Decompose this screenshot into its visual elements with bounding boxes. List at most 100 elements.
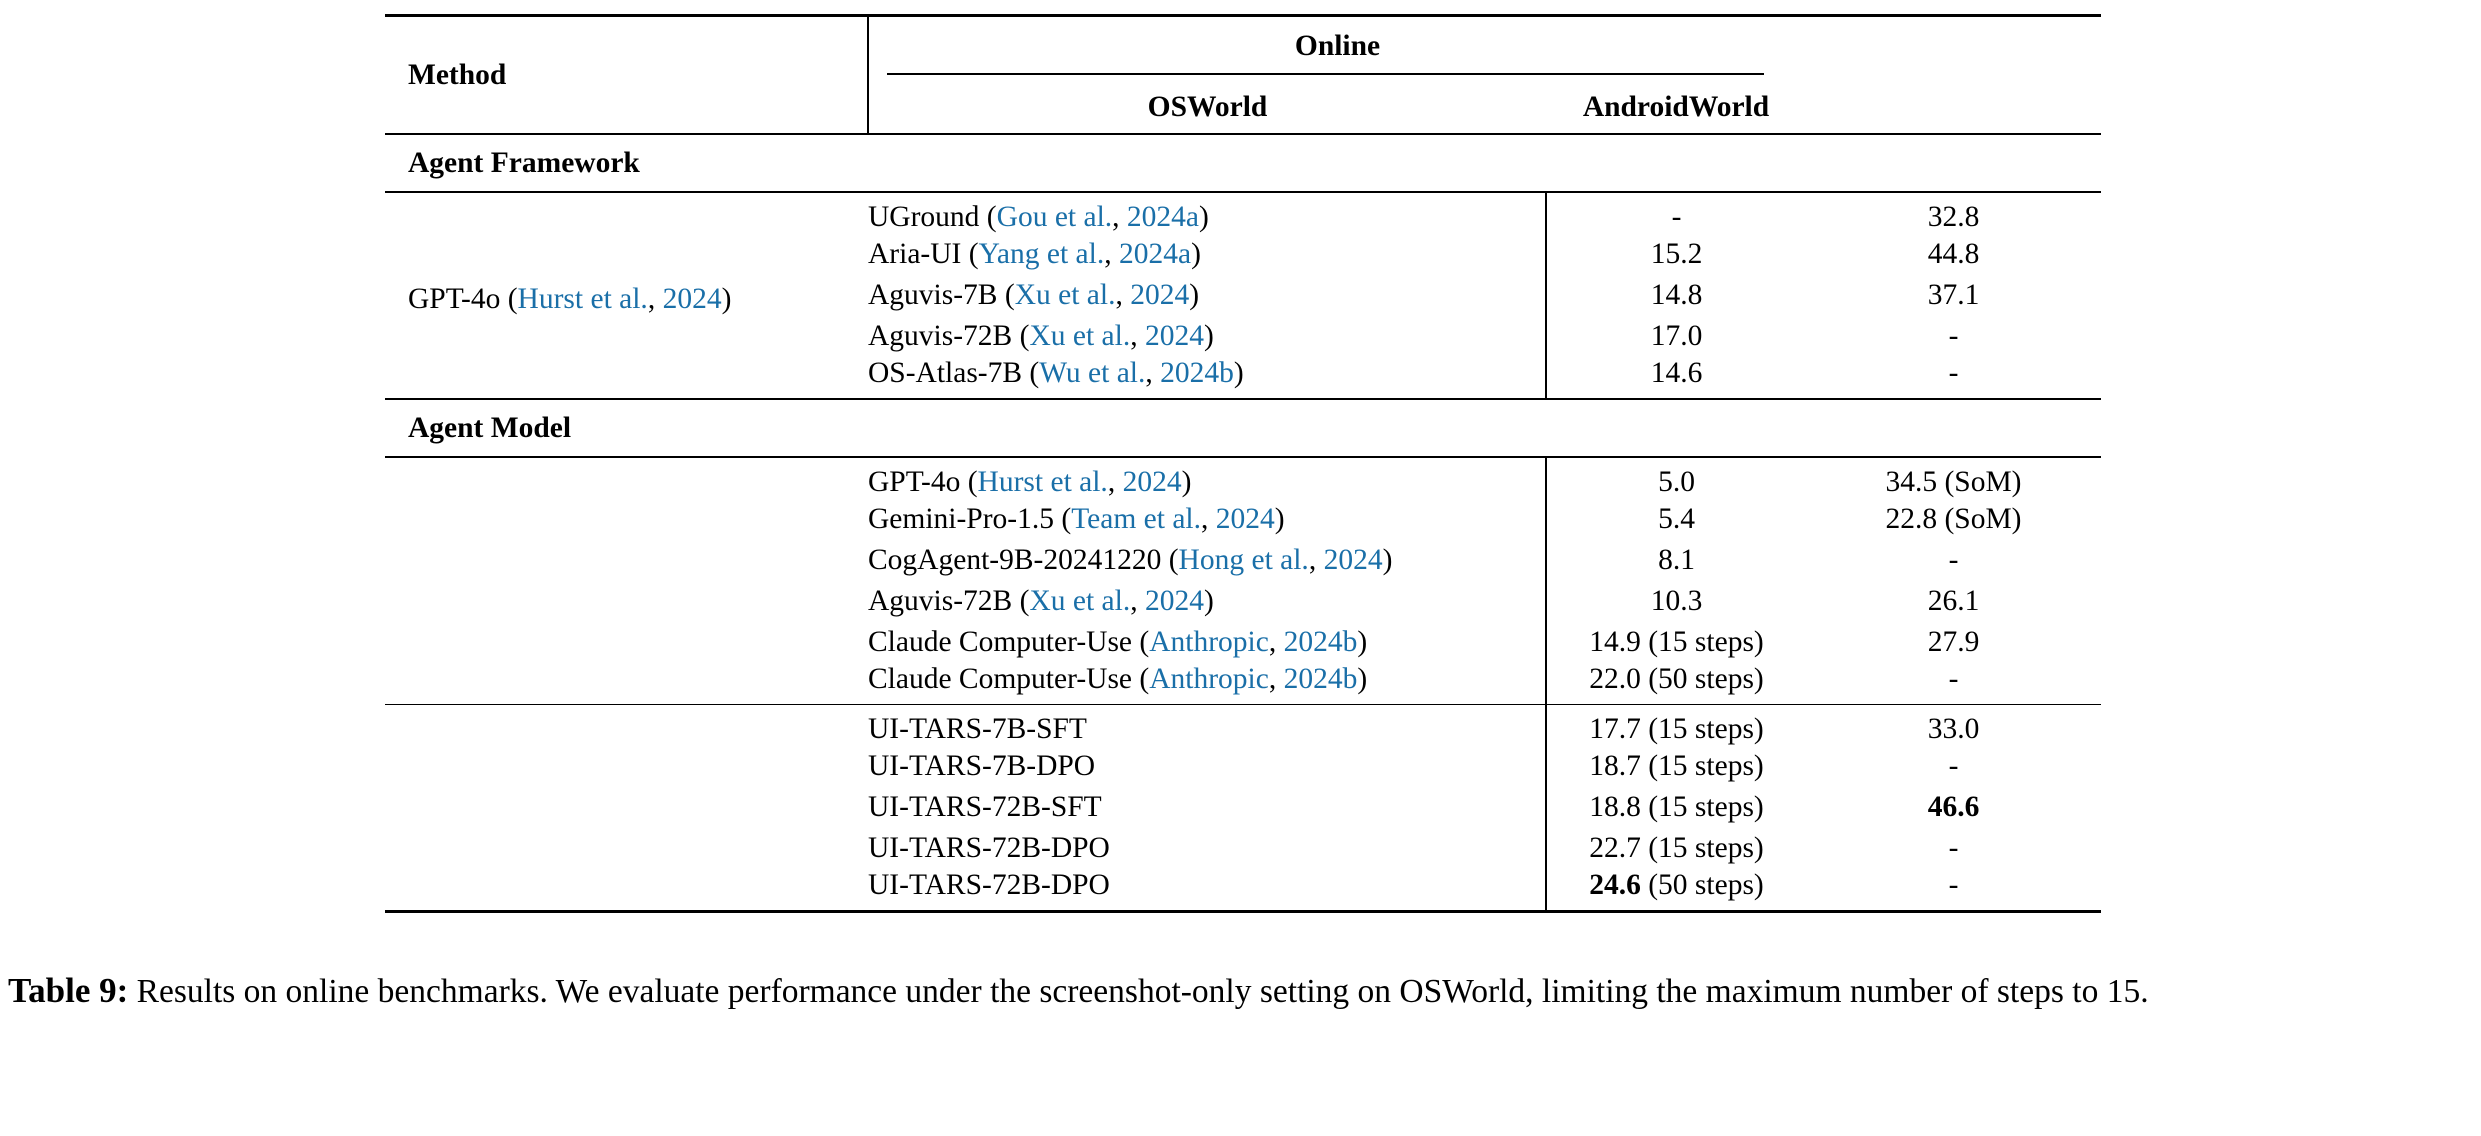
table-caption: Table 9: Results on online benchmarks. W… [8, 963, 2471, 1020]
androidworld-value: 22.8 (SoM) [1806, 499, 2101, 540]
osworld-value: 14.6 [1545, 357, 1806, 399]
osworld-value: 5.4 [1545, 499, 1806, 540]
citation-year-link[interactable]: 2024b [1283, 663, 1358, 695]
osworld-value: 22.0 (50 steps) [1545, 663, 1806, 705]
section-header-row: Agent Framework [385, 133, 2101, 193]
citation-year-link[interactable]: 2024 [1144, 585, 1204, 617]
citation-separator: , [1115, 279, 1131, 311]
citation-year-link[interactable]: 2024 [1215, 503, 1275, 535]
citation-link[interactable]: Anthropic [1149, 663, 1269, 695]
column-header-online: Online [867, 15, 1806, 81]
method-text: ) [1203, 585, 1214, 617]
citation-link[interactable]: Hurst et al. [977, 466, 1108, 498]
citation-year-link[interactable]: 2024 [1130, 279, 1190, 311]
method-text: ) [1357, 626, 1368, 658]
citation-link[interactable]: Team et al. [1071, 503, 1201, 535]
androidworld-value-text: 32.8 [1927, 201, 1980, 233]
section-title: Agent Model [385, 398, 2101, 458]
citation-link[interactable]: Wu et al. [1039, 357, 1146, 389]
osworld-value: 18.7 (15 steps) [1545, 746, 1806, 787]
method-cell: Claude Computer-Use (Anthropic, 2024b) [868, 663, 1546, 705]
androidworld-value-text: - [1948, 357, 1959, 389]
method-text: ) [721, 283, 732, 315]
table-header: Method Online OSWorld AndroidWorld [385, 15, 2101, 135]
method-cell: UI-TARS-72B-DPO [868, 869, 1546, 912]
androidworld-value: 27.9 [1806, 622, 2101, 663]
method-text: Aguvis-72B ( [868, 585, 1030, 617]
osworld-value-bold: 24.6 [1589, 869, 1641, 901]
citation-separator: , [1104, 238, 1119, 270]
section-header-row: Agent Model [385, 398, 2101, 458]
method-text: Gemini-Pro-1.5 ( [868, 503, 1072, 535]
table-row: Aguvis-72B (Xu et al., 2024) 17.0 - [385, 316, 2101, 357]
osworld-value: 18.8 (15 steps) [1545, 787, 1806, 828]
method-cell: UI-TARS-7B-SFT [868, 704, 1546, 746]
method-text: ) [1191, 238, 1201, 270]
method-text: UI-TARS-72B-SFT [868, 791, 1102, 823]
citation-link[interactable]: Hong et al. [1178, 544, 1309, 576]
method-text: Claude Computer-Use ( [868, 663, 1150, 695]
online-cmidrule [887, 73, 1764, 75]
androidworld-value: - [1806, 357, 2101, 399]
androidworld-value: - [1806, 869, 2101, 912]
citation-link[interactable]: Anthropic [1149, 626, 1269, 658]
citation-year-link[interactable]: 2024 [1122, 466, 1182, 498]
osworld-value: 22.7 (15 steps) [1545, 828, 1806, 869]
androidworld-value-text: 27.9 [1927, 626, 1980, 658]
androidworld-value: - [1806, 316, 2101, 357]
citation-link[interactable]: Xu et al. [1014, 279, 1116, 311]
method-cell: UGround (Gou et al., 2024a) [868, 192, 1546, 234]
citation-link[interactable]: Xu et al. [1029, 320, 1131, 352]
citation-year-link[interactable]: 2024b [1283, 626, 1358, 658]
method-cell: Aguvis-72B (Xu et al., 2024) [868, 581, 1546, 622]
online-group-label: Online [1294, 30, 1381, 62]
method-text: Aguvis-72B ( [868, 320, 1030, 352]
method-cell: Gemini-Pro-1.5 (Team et al., 2024) [868, 499, 1546, 540]
method-text: ) [1181, 466, 1192, 498]
table-row: Claude Computer-Use (Anthropic, 2024b) 22… [385, 663, 2101, 705]
androidworld-value-text: - [1948, 663, 1959, 695]
osworld-value-text: 15.2 [1650, 238, 1703, 270]
results-table: Method Online OSWorld AndroidWorld Agent… [385, 14, 2101, 913]
table-row: GPT-4o (Hurst et al., 2024) UGround (Gou … [385, 192, 2101, 315]
citation-year-link[interactable]: 2024b [1160, 357, 1234, 389]
paper-page: Method Online OSWorld AndroidWorld Agent… [0, 14, 2481, 1136]
citation-year-link[interactable]: 2024a [1118, 238, 1192, 270]
method-cell: GPT-4o (Hurst et al., 2024) [868, 457, 1546, 499]
androidworld-value-text: - [1948, 320, 1959, 352]
androidworld-value-text: - [1948, 544, 1959, 576]
method-text: UI-TARS-72B-DPO [868, 832, 1110, 864]
citation-link[interactable]: Gou et al. [996, 201, 1113, 233]
citation-year-link[interactable]: 2024a [1126, 201, 1199, 233]
osworld-value-text: 17.7 (15 steps) [1589, 713, 1764, 745]
citation-separator: , [1112, 201, 1127, 233]
method-cell: UI-TARS-72B-DPO [868, 828, 1546, 869]
osworld-value-text: 22.7 (15 steps) [1589, 832, 1764, 864]
citation-separator: , [1130, 585, 1145, 617]
androidworld-value: - [1806, 663, 2101, 705]
method-cell: UI-TARS-7B-DPO [868, 746, 1546, 787]
citation-link[interactable]: Yang et al. [978, 238, 1105, 270]
method-text: Aria-UI ( [868, 238, 979, 270]
column-header-androidworld: AndroidWorld [1546, 81, 1806, 135]
osworld-value: 8.1 [1545, 540, 1806, 581]
androidworld-value-bold: 46.6 [1927, 791, 1980, 823]
androidworld-value: 34.5 (SoM) [1806, 457, 2101, 499]
osworld-value: 24.6 (50 steps) [1545, 869, 1806, 912]
osworld-value: 14.8 [1545, 275, 1806, 316]
osworld-value: - [1545, 192, 1806, 234]
citation-year-link[interactable]: 2024 [662, 283, 722, 315]
table-row: GPT-4o (Hurst et al., 2024) 5.0 34.5 (SoM) [385, 457, 2101, 499]
androidworld-value: 33.0 [1806, 704, 2101, 746]
androidworld-value: 26.1 [1806, 581, 2101, 622]
osworld-value-text: 5.4 [1658, 503, 1695, 535]
androidworld-value-text: - [1948, 750, 1959, 782]
citation-link[interactable]: Xu et al. [1029, 585, 1131, 617]
column-header-method: Method [408, 58, 507, 91]
citation-year-link[interactable]: 2024 [1323, 544, 1383, 576]
osworld-value: 17.7 (15 steps) [1545, 704, 1806, 746]
osworld-value-text: 8.1 [1658, 544, 1695, 576]
citation-separator: , [1130, 320, 1145, 352]
citation-link[interactable]: Hurst et al. [517, 283, 648, 315]
citation-year-link[interactable]: 2024 [1144, 320, 1204, 352]
